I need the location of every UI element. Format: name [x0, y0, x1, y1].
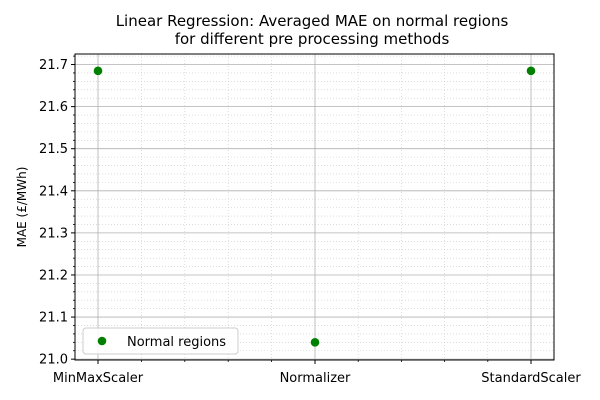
y-tick-label: 21.5 — [39, 142, 68, 157]
legend-box — [82, 327, 239, 355]
data-point — [526, 66, 536, 76]
y-axis-label: MAE (£/MWh) — [15, 167, 29, 248]
chart-title: Linear Regression: Averaged MAE on norma… — [116, 12, 509, 48]
x-tick-label: MinMaxScaler — [53, 371, 144, 386]
x-axis: MinMaxScaler Normalizer StandardScaler — [53, 360, 581, 386]
legend-label: Normal regions — [127, 335, 226, 350]
y-tick-label: 21.6 — [39, 100, 68, 115]
chart-title-line-2: for different pre processing methods — [175, 30, 450, 48]
x-tick-label: StandardScaler — [481, 371, 581, 386]
data-point — [93, 66, 103, 76]
plot-frame — [74, 53, 555, 361]
data-points — [93, 66, 536, 347]
legend-marker — [97, 336, 107, 346]
y-axis: 21.0 21.1 21.2 21.3 21.4 21.5 21.6 21.7 — [39, 55, 75, 368]
data-point — [310, 338, 320, 347]
major-grid — [75, 54, 554, 360]
minor-grid — [75, 54, 554, 360]
y-tick-label: 21.3 — [39, 226, 68, 241]
y-tick-label: 21.4 — [39, 184, 68, 199]
y-tick-label: 21.2 — [39, 268, 68, 283]
y-tick-label: 21.1 — [39, 311, 68, 326]
chart-title-line-1: Linear Regression: Averaged MAE on norma… — [116, 12, 509, 30]
y-tick-label: 21.0 — [39, 353, 68, 368]
legend: Normal regions — [82, 327, 239, 355]
x-tick-label: Normalizer — [280, 371, 351, 386]
y-tick-label: 21.7 — [39, 58, 68, 73]
